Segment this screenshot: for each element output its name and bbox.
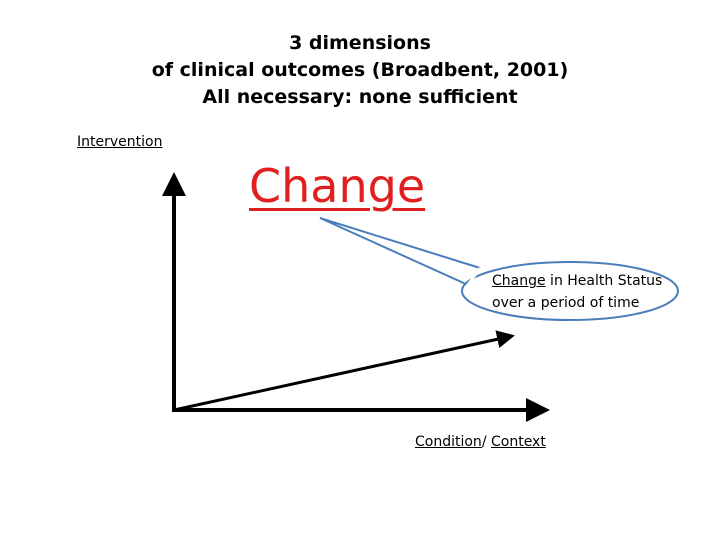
condition-separator: / [481,434,491,450]
callout-line-2: over a period of time [492,295,640,311]
callout-text: Change in Health Status over a period of… [492,270,662,314]
title-line-1: 3 dimensions [289,32,431,54]
intervention-label: Intervention [77,134,163,150]
diagonal-axis [173,330,515,412]
change-label: Change [249,159,426,213]
slide-title: 3 dimensions of clinical outcomes (Broad… [60,30,660,111]
callout-change-word: Change [492,273,546,289]
title-line-2: of clinical outcomes (Broadbent, 2001) [151,59,569,81]
title-line-3: All necessary: none sufficient [202,86,518,108]
callout-bubble [319,217,679,321]
context-word: Context [490,434,546,450]
callout-line-1: Change in Health Status [492,270,662,292]
callout-line-1-rest: in Health Status [545,273,663,289]
condition-context-label: Condition/ Context [415,434,546,450]
condition-word: Condition [415,434,482,450]
